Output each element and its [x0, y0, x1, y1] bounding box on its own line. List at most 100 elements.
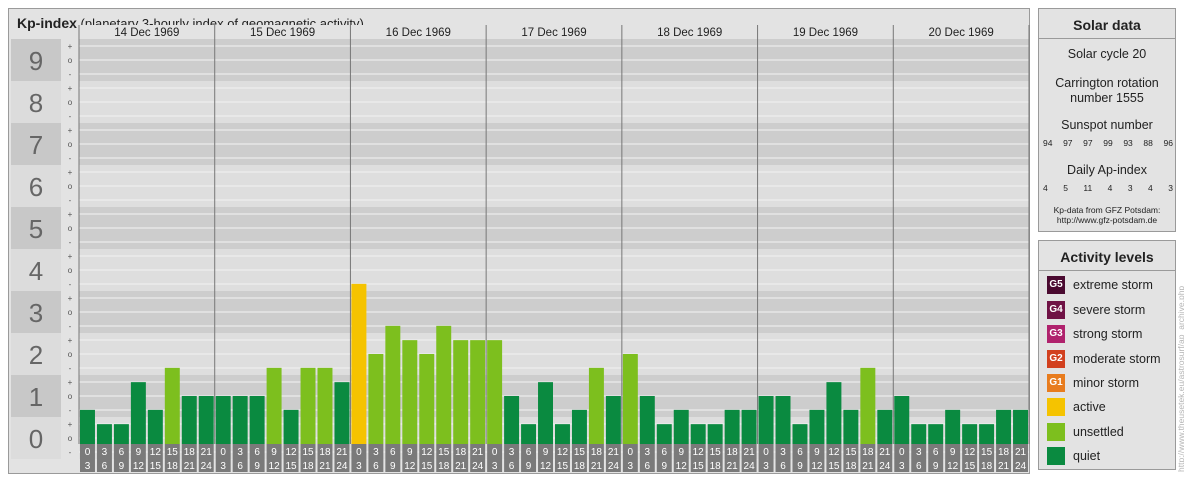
activity-levels-panel: Activity levels G5 extreme storm G4 seve… [1038, 240, 1176, 470]
y-label-band [11, 165, 61, 207]
kp-bar [317, 367, 333, 444]
minor-tick-label: o [68, 56, 73, 65]
kp-bar [181, 396, 197, 444]
credit-url: http://www.theusetek.eu/astrosurf/ap_arc… [1176, 285, 1184, 472]
kp-bar [436, 325, 452, 444]
interval-end-label: 24 [201, 461, 213, 472]
kp-bar [741, 409, 757, 444]
level-item: G5 extreme storm [1047, 274, 1153, 296]
interval-start-label: 21 [879, 447, 891, 458]
interval-end-label: 6 [373, 461, 379, 472]
interval-start-label: 9 [271, 447, 277, 458]
interval-cell [113, 444, 129, 472]
interval-cell [945, 444, 961, 472]
kp-bar [198, 396, 214, 444]
minor-tick-label: o [68, 98, 73, 107]
interval-cell [775, 444, 791, 472]
interval-end-label: 9 [933, 461, 939, 472]
interval-cell [605, 444, 621, 472]
interval-end-label: 24 [336, 461, 348, 472]
kp-bar [402, 340, 418, 444]
kp-bar [368, 354, 384, 444]
interval-cell [198, 444, 214, 472]
ap-value: 5 [1063, 183, 1068, 193]
kp-bar [860, 367, 876, 444]
day-label: 19 Dec 1969 [793, 27, 858, 39]
solar-data-title: Solar data [1039, 9, 1175, 39]
level-swatch: G4 [1047, 301, 1065, 319]
minor-tick-label: - [69, 196, 72, 205]
sunspot-value: 99 [1103, 138, 1113, 148]
minor-tick-label: o [68, 434, 73, 443]
kp-bar [571, 409, 587, 444]
interval-start-label: 12 [693, 447, 705, 458]
interval-cell [639, 444, 655, 472]
interval-end-label: 15 [964, 461, 976, 472]
interval-cell [334, 444, 350, 472]
kp-bar-chart: 0 - o +1 - o +2 - o +3 - o +4 - o +5 - o +6 - o +7 - o +8 - o +9 - o +… [11, 25, 1030, 472]
interval-start-label: 18 [727, 447, 739, 458]
ap-label: Daily Ap-index [1067, 163, 1147, 177]
interval-start-label: 6 [390, 447, 396, 458]
interval-start-label: 18 [184, 447, 196, 458]
interval-end-label: 12 [540, 461, 552, 472]
minor-tick-label: + [68, 252, 73, 261]
minor-tick-label: - [69, 70, 72, 79]
interval-cell [979, 444, 995, 472]
interval-start-label: 21 [201, 447, 213, 458]
interval-start-label: 3 [916, 447, 922, 458]
interval-end-label: 21 [998, 461, 1010, 472]
interval-end-label: 21 [591, 461, 603, 472]
level-label: extreme storm [1073, 278, 1153, 292]
ap-value: 4 [1148, 183, 1153, 193]
kp-bar [232, 396, 248, 444]
level-swatch [1047, 423, 1065, 441]
kp-bar [300, 367, 316, 444]
interval-start-label: 9 [814, 447, 820, 458]
interval-end-label: 3 [763, 461, 769, 472]
interval-start-label: 15 [710, 447, 722, 458]
interval-cell [300, 444, 316, 472]
interval-end-label: 18 [302, 461, 314, 472]
kp-bar [249, 396, 265, 444]
minor-tick-label: - [69, 112, 72, 121]
interval-start-label: 0 [763, 447, 769, 458]
interval-cell [470, 444, 486, 472]
y-label-band [11, 375, 61, 417]
interval-start-label: 6 [526, 447, 532, 458]
y-label-band [11, 81, 61, 123]
interval-cell [911, 444, 927, 472]
interval-start-label: 21 [336, 447, 348, 458]
kp-bar [707, 424, 723, 444]
y-label-band [11, 123, 61, 165]
interval-cell [385, 444, 401, 472]
sunspot-value: 97 [1063, 138, 1073, 148]
interval-end-label: 6 [102, 461, 108, 472]
interval-cell [741, 444, 757, 472]
kp-bar [911, 424, 927, 444]
chart-title: Kp-index [17, 15, 77, 31]
kp-bar [470, 340, 486, 444]
sunspot-value: 94 [1043, 138, 1053, 148]
y-tick-label: 2 [29, 340, 43, 370]
interval-end-label: 18 [438, 461, 450, 472]
interval-start-label: 12 [964, 447, 976, 458]
interval-end-label: 12 [676, 461, 688, 472]
minor-tick-label: - [69, 406, 72, 415]
interval-cell [1013, 444, 1028, 472]
kp-bar [792, 424, 808, 444]
kp-bar [656, 424, 672, 444]
kp-bar [96, 424, 112, 444]
minor-tick-label: + [68, 336, 73, 345]
interval-cell [588, 444, 604, 472]
source-line1: Kp-data from GFZ Potsdam: [1053, 205, 1161, 215]
level-swatch: G5 [1047, 276, 1065, 294]
solar-cycle: Solar cycle 20 [1067, 47, 1147, 61]
y-tick-label: 9 [29, 46, 43, 76]
interval-start-label: 3 [373, 447, 379, 458]
interval-cell [453, 444, 469, 472]
interval-cell [707, 444, 723, 472]
interval-cell [860, 444, 876, 472]
kp-bar [945, 409, 961, 444]
interval-start-label: 12 [150, 447, 162, 458]
